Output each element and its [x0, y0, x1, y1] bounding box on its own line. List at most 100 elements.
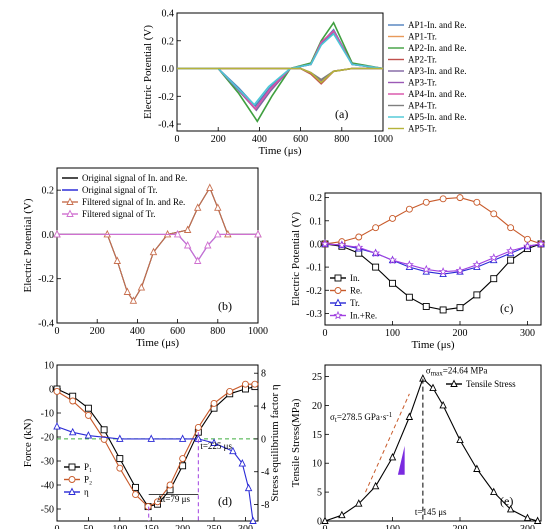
series-line [324, 243, 542, 273]
data-point [439, 195, 447, 203]
data-point [251, 380, 259, 388]
y-tick-label: -0.4 [38, 319, 54, 330]
data-point [523, 241, 532, 251]
data-point [84, 431, 93, 439]
data-point [337, 240, 347, 249]
data-point [206, 183, 214, 191]
plot-frame [324, 364, 542, 522]
legend-marker [334, 274, 342, 282]
legend-marker [66, 209, 74, 217]
data-point [53, 229, 61, 238]
legend-label: AP1-In. and Re. [408, 20, 467, 30]
data-point [320, 239, 330, 248]
data-point [137, 283, 146, 291]
y-tick-label: 20 [312, 401, 322, 412]
data-point [489, 253, 499, 262]
data-point [132, 491, 139, 499]
data-point [405, 293, 413, 301]
legend-label: Tensile Stress [466, 379, 516, 389]
sigma-max-annotation: σmax=24.64 MPa [426, 366, 488, 378]
data-point [438, 267, 448, 276]
data-point [421, 264, 431, 274]
data-point [244, 483, 253, 492]
plot-frame [56, 167, 259, 324]
y-tick-label: -0.2 [158, 92, 174, 103]
x-tick-label: 1000 [373, 134, 393, 145]
data-point [355, 233, 363, 241]
x-tick-label: 200 [90, 326, 105, 337]
y-tick-label: 0 [49, 385, 54, 396]
legend-label: η [84, 487, 89, 497]
exponent: -1 [386, 411, 392, 419]
data-point [194, 423, 202, 431]
data-point [405, 205, 413, 213]
legend-marker [334, 287, 342, 294]
data-point [389, 215, 396, 222]
y-tick-label: -0.3 [306, 309, 322, 320]
data-point [490, 210, 498, 218]
panel-label: (c) [500, 301, 513, 315]
data-point [68, 427, 77, 436]
data-point [405, 260, 414, 269]
plot-frame [56, 364, 259, 522]
subscript: max [431, 370, 444, 378]
x-tick-label: 0 [55, 326, 60, 337]
data-point [149, 247, 158, 256]
legend-label: P₁ [84, 462, 92, 472]
data-point [455, 265, 465, 275]
x-tick-label: 300 [520, 328, 535, 339]
legend-label: Original signal of Tr. [82, 185, 158, 195]
series-line [177, 31, 384, 112]
y-tick-label: 5 [317, 488, 322, 499]
data-point [113, 256, 122, 264]
data-point [355, 499, 363, 507]
data-point [533, 516, 542, 524]
y2-axis-label: Stress equilibrium factor η [269, 384, 281, 502]
x-tick-label: 50 [83, 524, 93, 529]
y-tick-label: 0.4 [162, 9, 175, 20]
legend-marker [333, 310, 343, 320]
value: =278.5 GPa·s [337, 412, 387, 422]
x-tick-label: 200 [211, 134, 226, 145]
x-tick-label: 100 [385, 524, 400, 529]
data-point [241, 380, 249, 388]
data-point [536, 239, 546, 248]
data-point [473, 198, 481, 206]
series-line [177, 29, 384, 111]
panel-b: 0 200 400 600 800 1000 -0.4 -0.2 0.0 0.2 Time (μs)… [22, 167, 268, 349]
panel-c: 0 100 200 300 -0.3 -0.2 -0.1 0.0 0.1 0.2 Time (μs)… [290, 192, 546, 351]
data-point [372, 263, 380, 271]
series-line [177, 67, 383, 84]
x-tick-label: 300 [238, 524, 253, 529]
data-point [229, 446, 237, 455]
x-tick-label: 600 [293, 134, 308, 145]
y-tick-label: -0.2 [38, 274, 54, 285]
data-point [214, 229, 222, 238]
legend-label: AP4-Tr. [408, 101, 437, 111]
legend-label: P₂ [84, 475, 92, 485]
value: =24.64 MPa [443, 366, 488, 376]
y2-tick-label: -4 [261, 467, 269, 478]
y-tick-label: -20 [41, 433, 54, 444]
x-tick-label: 200 [175, 524, 190, 529]
data-point [154, 498, 161, 506]
x-tick-label: 0 [175, 134, 180, 145]
data-point [523, 513, 532, 522]
y2-tick-label: -8 [261, 500, 269, 511]
data-point [389, 279, 396, 287]
data-point [321, 516, 329, 524]
data-point [53, 422, 61, 430]
data-point [214, 203, 222, 211]
data-point [132, 483, 139, 491]
y-tick-label: -10 [41, 409, 54, 420]
data-point [429, 383, 437, 392]
data-point [524, 235, 531, 243]
x-axis-label: Time (μs) [411, 339, 454, 351]
legend-label: AP5-Tr. [408, 124, 437, 134]
y-tick-label: 15 [312, 430, 322, 441]
data-point [507, 224, 515, 232]
legend-marker [334, 298, 342, 306]
y-tick-label: 0 [317, 517, 322, 528]
data-point [193, 203, 202, 211]
data-point [210, 438, 218, 446]
